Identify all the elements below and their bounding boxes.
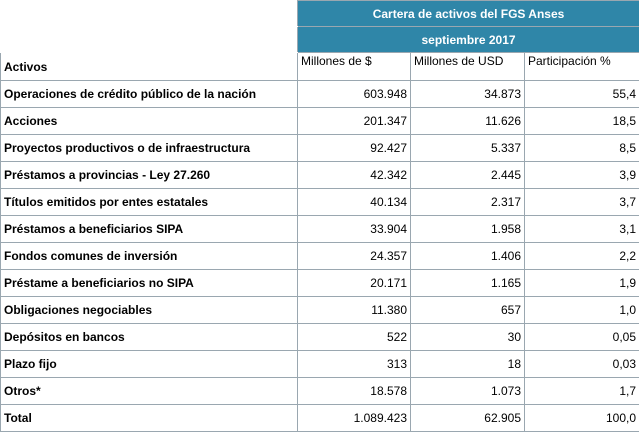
row-millones-pesos: 24.357 [298, 243, 411, 270]
row-millones-usd: 18 [411, 351, 525, 378]
header-blank-cell [1, 27, 298, 53]
row-millones-pesos: 92.427 [298, 135, 411, 162]
table-title: Cartera de activos del FGS Anses [298, 1, 639, 27]
row-participacion: 1,9 [525, 270, 639, 297]
row-millones-usd: 1.165 [411, 270, 525, 297]
header-blank-cell [1, 1, 298, 27]
table-row: Operaciones de crédito público de la nac… [1, 81, 639, 108]
column-header-participacion: Participación % [525, 53, 639, 81]
row-millones-pesos: 11.380 [298, 297, 411, 324]
row-label: Depósitos en bancos [1, 324, 298, 351]
row-label: Proyectos productivos o de infraestructu… [1, 135, 298, 162]
row-label: Plazo fijo [1, 351, 298, 378]
row-participacion: 100,0 [525, 405, 639, 432]
row-participacion: 0,05 [525, 324, 639, 351]
row-label: Préstamos a provincias - Ley 27.260 [1, 162, 298, 189]
row-millones-pesos: 18.578 [298, 378, 411, 405]
row-participacion: 1,0 [525, 297, 639, 324]
row-millones-usd: 30 [411, 324, 525, 351]
row-label: Títulos emitidos por entes estatales [1, 189, 298, 216]
row-millones-pesos: 20.171 [298, 270, 411, 297]
row-participacion: 2,2 [525, 243, 639, 270]
row-label: Préstame a beneficiarios no SIPA [1, 270, 298, 297]
row-millones-usd: 62.905 [411, 405, 525, 432]
row-label: Fondos comunes de inversión [1, 243, 298, 270]
table-row: Proyectos productivos o de infraestructu… [1, 135, 639, 162]
row-millones-pesos: 40.134 [298, 189, 411, 216]
row-millones-usd: 2.445 [411, 162, 525, 189]
row-millones-pesos: 603.948 [298, 81, 411, 108]
row-millones-usd: 34.873 [411, 81, 525, 108]
row-millones-pesos: 1.089.423 [298, 405, 411, 432]
row-millones-usd: 1.406 [411, 243, 525, 270]
row-label: Acciones [1, 108, 298, 135]
row-participacion: 3,9 [525, 162, 639, 189]
row-millones-usd: 11.626 [411, 108, 525, 135]
row-label: Préstamos a beneficiarios SIPA [1, 216, 298, 243]
row-participacion: 1,7 [525, 378, 639, 405]
row-label: Obligaciones negociables [1, 297, 298, 324]
row-millones-usd: 1.958 [411, 216, 525, 243]
row-millones-usd: 5.337 [411, 135, 525, 162]
row-label: Otros* [1, 378, 298, 405]
row-millones-pesos: 42.342 [298, 162, 411, 189]
row-participacion: 8,5 [525, 135, 639, 162]
row-millones-pesos: 201.347 [298, 108, 411, 135]
row-participacion: 55,4 [525, 81, 639, 108]
column-header-millones-usd: Millones de USD [411, 53, 525, 81]
column-header-activos: Activos [1, 53, 298, 81]
column-header-millones-pesos: Millones de $ [298, 53, 411, 81]
row-millones-pesos: 522 [298, 324, 411, 351]
row-millones-pesos: 313 [298, 351, 411, 378]
table-period: septiembre 2017 [298, 27, 639, 53]
row-participacion: 0,03 [525, 351, 639, 378]
row-millones-usd: 657 [411, 297, 525, 324]
row-participacion: 3,1 [525, 216, 639, 243]
row-participacion: 3,7 [525, 189, 639, 216]
row-label: Total [1, 405, 298, 432]
row-label: Operaciones de crédito público de la nac… [1, 81, 298, 108]
row-millones-pesos: 33.904 [298, 216, 411, 243]
row-participacion: 18,5 [525, 108, 639, 135]
row-millones-usd: 2.317 [411, 189, 525, 216]
row-millones-usd: 1.073 [411, 378, 525, 405]
